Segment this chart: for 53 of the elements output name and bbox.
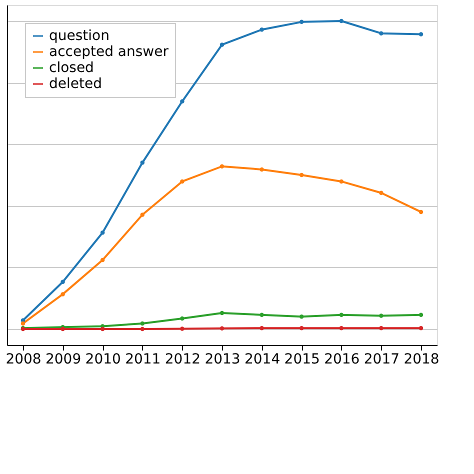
point [220,42,224,47]
point [379,190,384,195]
x-tick-label: 2016 [324,352,360,368]
point [220,310,224,316]
x-tick-label: 2008 [6,352,42,368]
point [418,312,424,317]
point [180,179,184,184]
point [339,312,344,317]
point [379,326,384,330]
point [220,164,224,168]
point [379,314,384,318]
x-tick-label: 2014 [244,352,280,368]
point [100,230,105,235]
legend-label: deleted [49,76,102,92]
point [180,316,184,321]
point [339,179,344,184]
point [60,292,65,296]
point [20,321,26,326]
x-tick-label: 2012 [164,352,201,368]
point [339,326,344,330]
point [299,314,304,319]
point [100,258,105,262]
point [60,280,65,284]
x-tick-label: 2015 [284,352,320,368]
point [418,210,424,214]
legend-label: question [49,28,110,44]
point [418,32,424,36]
point [220,326,224,330]
point [339,18,344,24]
point [299,20,304,24]
point [180,326,184,331]
point [260,167,264,172]
point [379,31,384,36]
x-tick-label: 2011 [125,352,161,368]
point [140,160,145,165]
x-tick-label: 2009 [45,352,82,368]
point [140,326,145,332]
x-tick-label: 2017 [364,352,400,368]
point [418,326,424,330]
point [140,321,145,326]
point [260,312,264,317]
legend-label: accepted answer [49,44,169,60]
x-tick-label: 2018 [404,352,440,368]
point [140,212,145,217]
x-tick-label: 2010 [85,352,121,368]
point [260,326,264,330]
point [100,326,105,332]
point [180,99,184,104]
point [260,28,264,32]
x-tick-label: 2013 [204,352,240,368]
legend-label: closed [49,60,94,76]
point [299,326,304,330]
point [299,172,304,178]
